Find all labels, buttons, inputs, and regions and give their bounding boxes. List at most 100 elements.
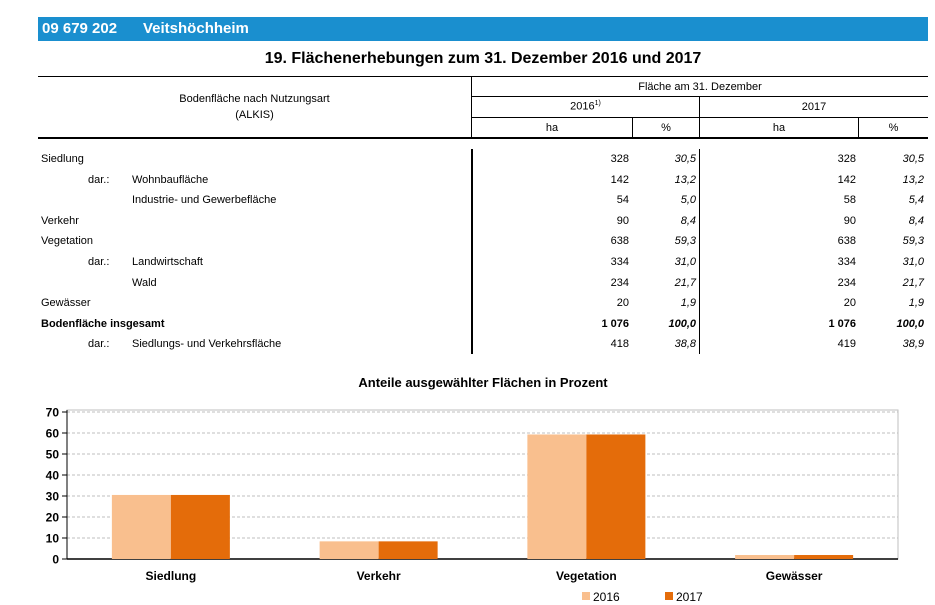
value-ha-2017: 90 bbox=[843, 215, 856, 227]
value-ha-2016: 234 bbox=[610, 277, 629, 289]
y-tick-label: 20 bbox=[46, 511, 60, 525]
row-prefix: dar.: bbox=[88, 174, 110, 186]
value-ha-2017: 20 bbox=[843, 297, 856, 309]
header-bottom-rule bbox=[38, 137, 928, 139]
value-ha-2016: 638 bbox=[610, 235, 629, 247]
value-ha-2016: 20 bbox=[616, 297, 629, 309]
x-category-label: Vegetation bbox=[556, 569, 617, 583]
value-pct-2016: 5,0 bbox=[680, 194, 696, 206]
value-ha-2017: 234 bbox=[837, 277, 856, 289]
value-pct-2017: 100,0 bbox=[896, 318, 924, 330]
value-pct-2017: 21,7 bbox=[902, 277, 924, 289]
bar-2016-verkehr bbox=[319, 541, 379, 559]
row-label: Siedlung bbox=[41, 153, 84, 165]
row-label: Verkehr bbox=[41, 215, 79, 227]
value-ha-2016: 54 bbox=[616, 194, 629, 206]
legend-swatch-2016 bbox=[582, 592, 590, 600]
value-ha-2016: 334 bbox=[610, 256, 629, 268]
y-tick-label: 0 bbox=[52, 553, 59, 567]
y-tick-label: 70 bbox=[46, 406, 60, 420]
unit-ha-2017: ha bbox=[772, 122, 786, 134]
value-pct-2016: 38,8 bbox=[674, 338, 696, 350]
value-pct-2016: 31,0 bbox=[674, 256, 696, 268]
group-header: Fläche am 31. Dezember bbox=[638, 81, 762, 93]
value-pct-2017: 5,4 bbox=[908, 194, 924, 206]
bar-2016-siedlung bbox=[111, 494, 171, 559]
header-bar: 09 679 202 Veitshöchheim bbox=[38, 17, 928, 41]
value-pct-2016: 100,0 bbox=[668, 318, 696, 330]
x-category-label: Siedlung bbox=[146, 569, 197, 583]
value-ha-2017: 638 bbox=[837, 235, 856, 247]
chart-title: Anteile ausgewählter Flächen in Prozent bbox=[358, 375, 608, 390]
row-prefix: dar.: bbox=[88, 338, 110, 350]
value-ha-2016: 418 bbox=[610, 338, 629, 350]
y-tick-label: 10 bbox=[46, 532, 60, 546]
y-tick-label: 50 bbox=[46, 448, 60, 462]
row-label: Bodenfläche insgesamt bbox=[41, 318, 165, 330]
row-label: Wald bbox=[132, 277, 157, 289]
value-pct-2016: 21,7 bbox=[674, 277, 696, 289]
value-pct-2017: 1,9 bbox=[908, 297, 924, 309]
x-category-label: Gewässer bbox=[766, 569, 823, 583]
year-2016-header: 20161) bbox=[570, 100, 601, 113]
legend-swatch-2017 bbox=[665, 592, 673, 600]
row-header-label: Bodenfläche nach Nutzungsart bbox=[179, 93, 330, 105]
value-pct-2016: 13,2 bbox=[674, 174, 696, 186]
value-ha-2017: 58 bbox=[843, 194, 856, 206]
value-pct-2017: 13,2 bbox=[902, 174, 924, 186]
unit-pct-2017: % bbox=[888, 122, 899, 134]
legend-label-2017: 2017 bbox=[676, 590, 703, 604]
body-divider-left bbox=[471, 149, 473, 354]
value-ha-2016: 142 bbox=[610, 174, 629, 186]
legend-label-2016: 2016 bbox=[593, 590, 620, 604]
value-ha-2017: 1 076 bbox=[828, 318, 856, 330]
value-pct-2017: 30,5 bbox=[902, 153, 924, 165]
bar-2017-vegetation bbox=[586, 434, 646, 559]
bar-2016-vegetation bbox=[527, 434, 587, 559]
municipality-code: 09 679 202 bbox=[42, 20, 118, 37]
header-divider-main bbox=[471, 77, 472, 138]
y-tick-label: 40 bbox=[46, 469, 60, 483]
header-divider-year bbox=[699, 97, 700, 138]
value-pct-2017: 38,9 bbox=[902, 338, 924, 350]
value-ha-2017: 334 bbox=[837, 256, 856, 268]
unit-ha-2016: ha bbox=[545, 122, 559, 134]
year-2017-header: 2017 bbox=[801, 101, 827, 113]
row-prefix: dar.: bbox=[88, 256, 110, 268]
bar-2017-gewässer bbox=[794, 555, 854, 559]
row-label: Gewässer bbox=[41, 297, 91, 309]
x-category-label: Verkehr bbox=[357, 569, 401, 583]
body-divider-year bbox=[699, 149, 700, 354]
value-pct-2017: 31,0 bbox=[902, 256, 924, 268]
unit-pct-2016: % bbox=[661, 122, 671, 134]
header-divider-unit-2017 bbox=[858, 118, 859, 138]
bar-2016-gewässer bbox=[735, 555, 795, 559]
table-top-rule bbox=[38, 76, 928, 77]
value-ha-2017: 328 bbox=[837, 153, 856, 165]
value-ha-2017: 419 bbox=[837, 338, 856, 350]
row-label: Wohnbaufläche bbox=[132, 174, 209, 186]
bar-2017-siedlung bbox=[170, 494, 230, 559]
section-title: 19. Flächenerhebungen zum 31. Dezember 2… bbox=[264, 50, 702, 67]
value-ha-2017: 142 bbox=[837, 174, 856, 186]
group-header-rule bbox=[471, 96, 928, 97]
y-tick-label: 30 bbox=[46, 490, 60, 504]
value-pct-2016: 8,4 bbox=[680, 215, 696, 227]
value-ha-2016: 328 bbox=[610, 153, 629, 165]
value-pct-2017: 8,4 bbox=[908, 215, 924, 227]
row-label: Siedlungs- und Verkehrsfläche bbox=[132, 338, 282, 350]
value-pct-2016: 30,5 bbox=[674, 153, 696, 165]
value-pct-2016: 59,3 bbox=[674, 235, 696, 247]
header-divider-unit-2016 bbox=[632, 118, 633, 138]
bar-2017-verkehr bbox=[378, 541, 438, 559]
y-tick-label: 60 bbox=[46, 427, 60, 441]
value-pct-2016: 1,9 bbox=[680, 297, 696, 309]
value-pct-2017: 59,3 bbox=[902, 235, 924, 247]
row-label: Landwirtschaft bbox=[132, 256, 203, 268]
municipality-name: Veitshöchheim bbox=[143, 20, 249, 37]
value-ha-2016: 90 bbox=[616, 215, 629, 227]
row-label: Vegetation bbox=[41, 235, 93, 247]
row-header-sublabel: (ALKIS) bbox=[235, 109, 274, 121]
row-label: Industrie- und Gewerbefläche bbox=[132, 194, 277, 206]
